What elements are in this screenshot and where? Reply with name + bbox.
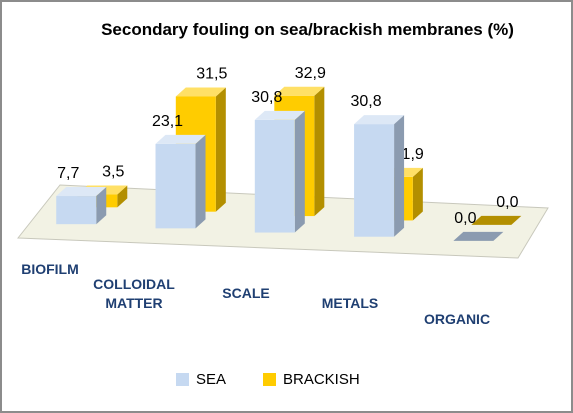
category-label-colloidal-matter: COLLOIDAL MATTER: [93, 276, 175, 311]
category-label-metals: METALS: [321, 295, 379, 311]
data-label-sea-metals: 30,8: [351, 93, 382, 110]
bar-brackish-colloidal-matter-side: [215, 87, 226, 212]
category-label-organic: ORGANIC: [423, 311, 491, 327]
bar-sea-metals-top: [354, 115, 405, 125]
data-label-brackish-organic: 0,0: [496, 194, 518, 211]
bar-sea-biofilm: [56, 196, 97, 225]
legend-item-brackish: BRACKISH: [263, 370, 360, 388]
bar-brackish-biofilm-side: [117, 185, 128, 208]
legend-swatch-brackish: [263, 372, 276, 386]
bar-brackish-metals-side: [412, 167, 423, 221]
legend-label-brackish: BRACKISH: [283, 370, 360, 388]
data-label-sea-colloidal-matter: 23,1: [152, 113, 183, 130]
bar-sea-colloidal-matter: [155, 143, 196, 229]
bar-sea-metals: [354, 124, 395, 237]
bar-sea-scale: [254, 119, 295, 233]
legend-item-sea: SEA: [176, 370, 226, 388]
data-label-brackish-colloidal-matter: 31,5: [196, 65, 227, 82]
data-label-sea-scale: 30,8: [251, 89, 282, 106]
data-label-brackish-biofilm: 3,5: [102, 164, 124, 181]
bar-sea-biofilm-top: [56, 187, 107, 197]
bar-brackish-scale-side: [314, 86, 325, 217]
bar-sea-scale-side: [294, 110, 305, 233]
legend-label-sea: SEA: [196, 370, 227, 388]
bar-brackish-colloidal-matter-top: [175, 87, 226, 97]
bar-sea-biofilm-side: [96, 187, 107, 225]
bar-brackish-scale-top: [274, 86, 325, 96]
bar-sea-scale-top: [254, 110, 305, 120]
bar-sea-metals-side: [394, 115, 405, 237]
category-label-biofilm: BIOFILM: [21, 261, 79, 277]
bar-sea-colloidal-matter-top: [155, 134, 206, 144]
bar-brackish-organic-top: [471, 215, 522, 225]
data-label-sea-biofilm: 7,7: [57, 165, 79, 182]
bar-sea-organic-top: [453, 231, 504, 241]
data-label-sea-organic: 0,0: [454, 210, 476, 227]
category-label-scale: SCALE: [222, 285, 270, 301]
data-label-brackish-scale: 32,9: [295, 65, 326, 82]
chart-title: Secondary fouling on sea/brackish membra…: [101, 20, 514, 39]
bar-sea-colloidal-matter-side: [195, 134, 206, 229]
legend-swatch-sea: [176, 372, 189, 386]
